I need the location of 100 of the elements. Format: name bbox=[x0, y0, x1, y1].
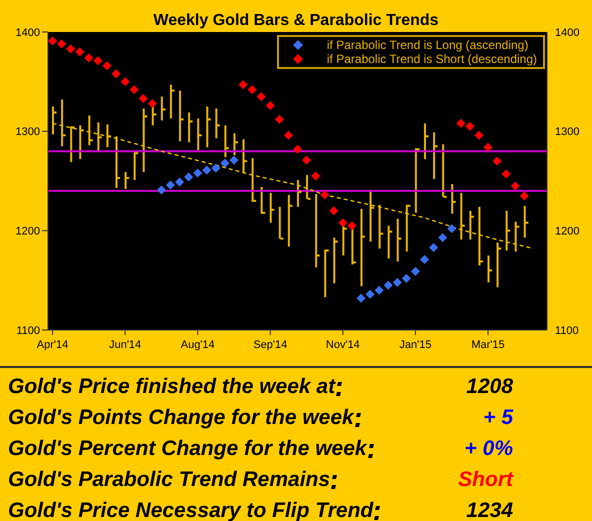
x-tick-label: Jan'15 bbox=[399, 339, 432, 351]
bar bbox=[197, 118, 200, 150]
point bbox=[329, 206, 338, 216]
point bbox=[266, 101, 275, 110]
text: 1234 bbox=[466, 499, 513, 521]
bar bbox=[487, 256, 490, 282]
bar bbox=[442, 144, 444, 197]
point bbox=[492, 156, 502, 166]
point bbox=[284, 130, 293, 140]
point bbox=[429, 243, 438, 252]
point bbox=[166, 180, 175, 190]
point bbox=[520, 191, 529, 200]
bar bbox=[179, 90, 182, 142]
point bbox=[238, 80, 248, 90]
bar bbox=[469, 210, 472, 240]
bar bbox=[451, 184, 454, 214]
bar bbox=[388, 226, 390, 258]
point bbox=[293, 144, 302, 154]
x-tick-label: Aug'14 bbox=[180, 339, 215, 351]
point bbox=[175, 177, 184, 186]
point bbox=[420, 254, 430, 264]
point bbox=[84, 53, 94, 62]
bar bbox=[79, 125, 82, 160]
point bbox=[356, 294, 366, 303]
y-tick-label: 1300 bbox=[555, 126, 580, 138]
bar bbox=[360, 208, 362, 286]
point bbox=[502, 170, 511, 179]
bar bbox=[414, 148, 417, 213]
point bbox=[112, 69, 121, 78]
point bbox=[184, 172, 194, 182]
point bbox=[75, 47, 84, 56]
category-label: Gold's Parabolic Trend Remains bbox=[8, 467, 330, 493]
x-tick-label: Mar'15 bbox=[471, 339, 505, 351]
point bbox=[130, 85, 139, 94]
text: Short bbox=[458, 468, 513, 491]
point bbox=[48, 36, 58, 46]
point bbox=[120, 77, 130, 86]
bar bbox=[252, 158, 254, 202]
point bbox=[456, 118, 466, 128]
text: + 0% bbox=[464, 437, 513, 460]
point bbox=[66, 44, 76, 54]
legend-label: if Parabolic Trend is Short (descending) bbox=[326, 52, 537, 66]
text: + 5 bbox=[483, 406, 513, 429]
bar bbox=[324, 250, 326, 298]
point bbox=[484, 142, 493, 152]
category-label: Gold's Percent Change for the week bbox=[8, 436, 367, 462]
point bbox=[220, 158, 230, 168]
bar bbox=[396, 218, 399, 262]
point bbox=[366, 290, 375, 299]
point bbox=[193, 168, 202, 178]
point bbox=[102, 61, 112, 70]
bar bbox=[170, 84, 172, 118]
bar bbox=[160, 96, 163, 120]
point bbox=[229, 156, 238, 165]
bar bbox=[134, 152, 136, 180]
category-label: Gold's Points Change for the week bbox=[8, 405, 354, 431]
y-tick-label: 1200 bbox=[555, 226, 580, 238]
bar bbox=[188, 112, 190, 142]
point bbox=[474, 130, 484, 140]
point bbox=[338, 218, 348, 228]
x-tick-label: Nov'14 bbox=[326, 339, 360, 351]
point bbox=[392, 278, 402, 287]
bar bbox=[524, 206, 526, 238]
x-tick-label: Sep'14 bbox=[253, 339, 288, 351]
bar bbox=[370, 190, 372, 242]
point bbox=[138, 94, 148, 104]
point bbox=[374, 286, 384, 295]
x-tick-label: Jun'14 bbox=[109, 339, 142, 351]
point bbox=[410, 266, 420, 276]
point bbox=[93, 56, 102, 66]
point bbox=[320, 190, 330, 200]
y2-tick-label: 1200 bbox=[16, 226, 40, 238]
point bbox=[510, 181, 520, 190]
y-tick-label: 1100 bbox=[555, 324, 579, 337]
point bbox=[156, 185, 166, 194]
bar bbox=[278, 206, 281, 239]
point bbox=[148, 99, 157, 108]
bar bbox=[260, 186, 263, 214]
point bbox=[347, 221, 356, 230]
bar bbox=[288, 194, 290, 247]
bar bbox=[224, 125, 226, 158]
category-label: Gold's Price finished the week at bbox=[8, 374, 336, 400]
point bbox=[465, 122, 474, 131]
point bbox=[438, 233, 448, 242]
point bbox=[402, 274, 411, 283]
legend-label: if Parabolic Trend is Long (ascending) bbox=[326, 38, 528, 52]
bar bbox=[270, 192, 272, 223]
bar bbox=[70, 126, 72, 162]
bar bbox=[433, 132, 436, 180]
point bbox=[248, 85, 257, 94]
chart-title: Weekly Gold Bars & Parabolic Trends bbox=[153, 12, 439, 29]
bar bbox=[215, 108, 218, 138]
y2-tick-label: 1300 bbox=[16, 126, 40, 138]
y-tick-label: 1400 bbox=[555, 26, 580, 39]
point bbox=[447, 224, 456, 234]
bar bbox=[124, 172, 127, 189]
point bbox=[211, 164, 220, 173]
category-label: Gold's Price Necessary to Flip Trend bbox=[8, 498, 374, 521]
x-tick-label: Apr'14 bbox=[36, 339, 68, 351]
y2-tick-label: 1100 bbox=[16, 324, 40, 337]
